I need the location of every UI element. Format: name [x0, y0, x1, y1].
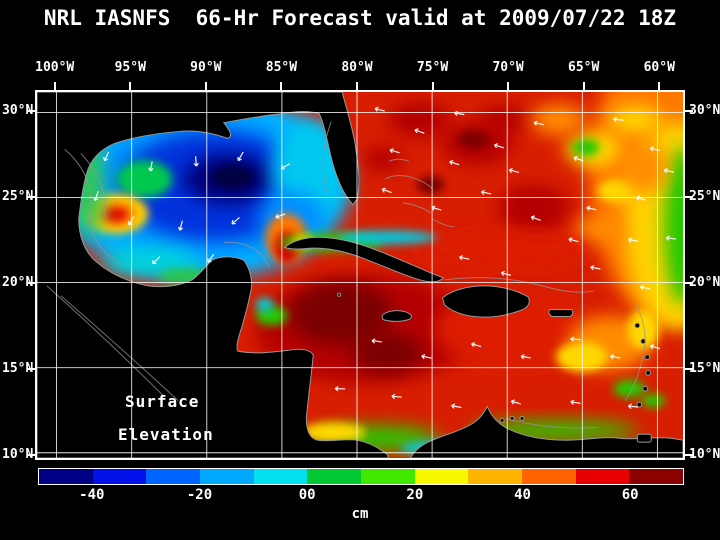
y-axis-tick-right	[685, 109, 693, 112]
x-axis-label: 95°W	[114, 60, 146, 75]
x-axis-tick	[658, 82, 661, 90]
x-axis-tick	[355, 82, 358, 90]
colorbar-segment	[361, 469, 415, 484]
colorbar-tick-label: 20	[406, 487, 424, 503]
x-axis-tick	[280, 82, 283, 90]
colorbar-tick-label: 60	[621, 487, 639, 503]
colorbar-segment	[92, 469, 147, 484]
colorbar-segment	[522, 469, 576, 484]
y-axis-label-right: 20°N	[689, 274, 720, 290]
colorbar-segment	[575, 469, 630, 484]
y-axis-tick-left	[27, 367, 35, 370]
colorbar-segment	[307, 469, 362, 484]
y-axis-tick-right	[685, 453, 693, 456]
x-axis-tick	[507, 82, 510, 90]
x-axis-label: 80°W	[341, 60, 373, 75]
colorbar-segment	[253, 469, 308, 484]
y-axis-label-left: 20°N	[2, 274, 34, 290]
x-axis-label: 70°W	[492, 60, 524, 75]
y-axis-label-left: 15°N	[2, 360, 34, 376]
y-axis-tick-right	[685, 195, 693, 198]
grid-lines	[37, 92, 683, 458]
x-axis-label: 65°W	[568, 60, 600, 75]
colorbar-tick-label: -20	[186, 487, 213, 503]
y-axis-label-left: 25°N	[2, 188, 34, 204]
colorbar-tick-label: -40	[79, 487, 105, 503]
colorbar-unit: cm	[351, 506, 369, 522]
x-axis-label: 100°W	[35, 60, 75, 75]
coastline-contours	[46, 121, 646, 429]
y-axis-tick-right	[685, 367, 693, 370]
colorbar-segment	[146, 469, 201, 484]
colorbar-tick-label: 40	[514, 487, 531, 503]
x-axis-tick	[53, 82, 56, 90]
annotation-surface: Surface	[125, 392, 200, 411]
colorbar-segment	[468, 469, 523, 484]
x-axis-label: 60°W	[643, 60, 675, 75]
y-axis-label-right: 10°N	[689, 446, 720, 462]
y-axis-label-right: 30°N	[689, 102, 720, 118]
colorbar-segment	[629, 469, 684, 484]
map-canvas	[37, 92, 683, 458]
y-axis-label-right: 25°N	[689, 188, 720, 204]
x-axis-tick	[582, 82, 585, 90]
y-axis-tick-left	[27, 109, 35, 112]
y-axis-tick-left	[27, 281, 35, 284]
y-axis-label-left: 30°N	[2, 102, 34, 118]
colorbar-tick-label: 00	[298, 487, 316, 503]
x-axis-tick	[204, 82, 207, 90]
colorbar-segment	[200, 469, 254, 484]
figure-title: NRL IASNFS 66-Hr Forecast valid at 2009/…	[43, 6, 677, 30]
wind-arrows	[93, 106, 677, 409]
y-axis-tick-right	[685, 281, 693, 284]
x-axis-tick	[129, 82, 132, 90]
map-plot	[35, 90, 685, 460]
y-axis-tick-left	[27, 195, 35, 198]
x-axis-label: 75°W	[416, 60, 449, 75]
colorbar-segment	[414, 469, 469, 484]
y-axis-label-right: 15°N	[689, 360, 720, 376]
x-axis-label: 85°W	[265, 60, 298, 75]
x-axis-label: 90°W	[190, 60, 222, 75]
colorbar	[38, 468, 684, 485]
y-axis-label-left: 10°N	[2, 446, 34, 462]
x-axis-tick	[431, 82, 434, 90]
colorbar-segment	[39, 469, 93, 484]
y-axis-tick-left	[27, 453, 35, 456]
annotation-elevation: Elevation	[118, 425, 214, 444]
